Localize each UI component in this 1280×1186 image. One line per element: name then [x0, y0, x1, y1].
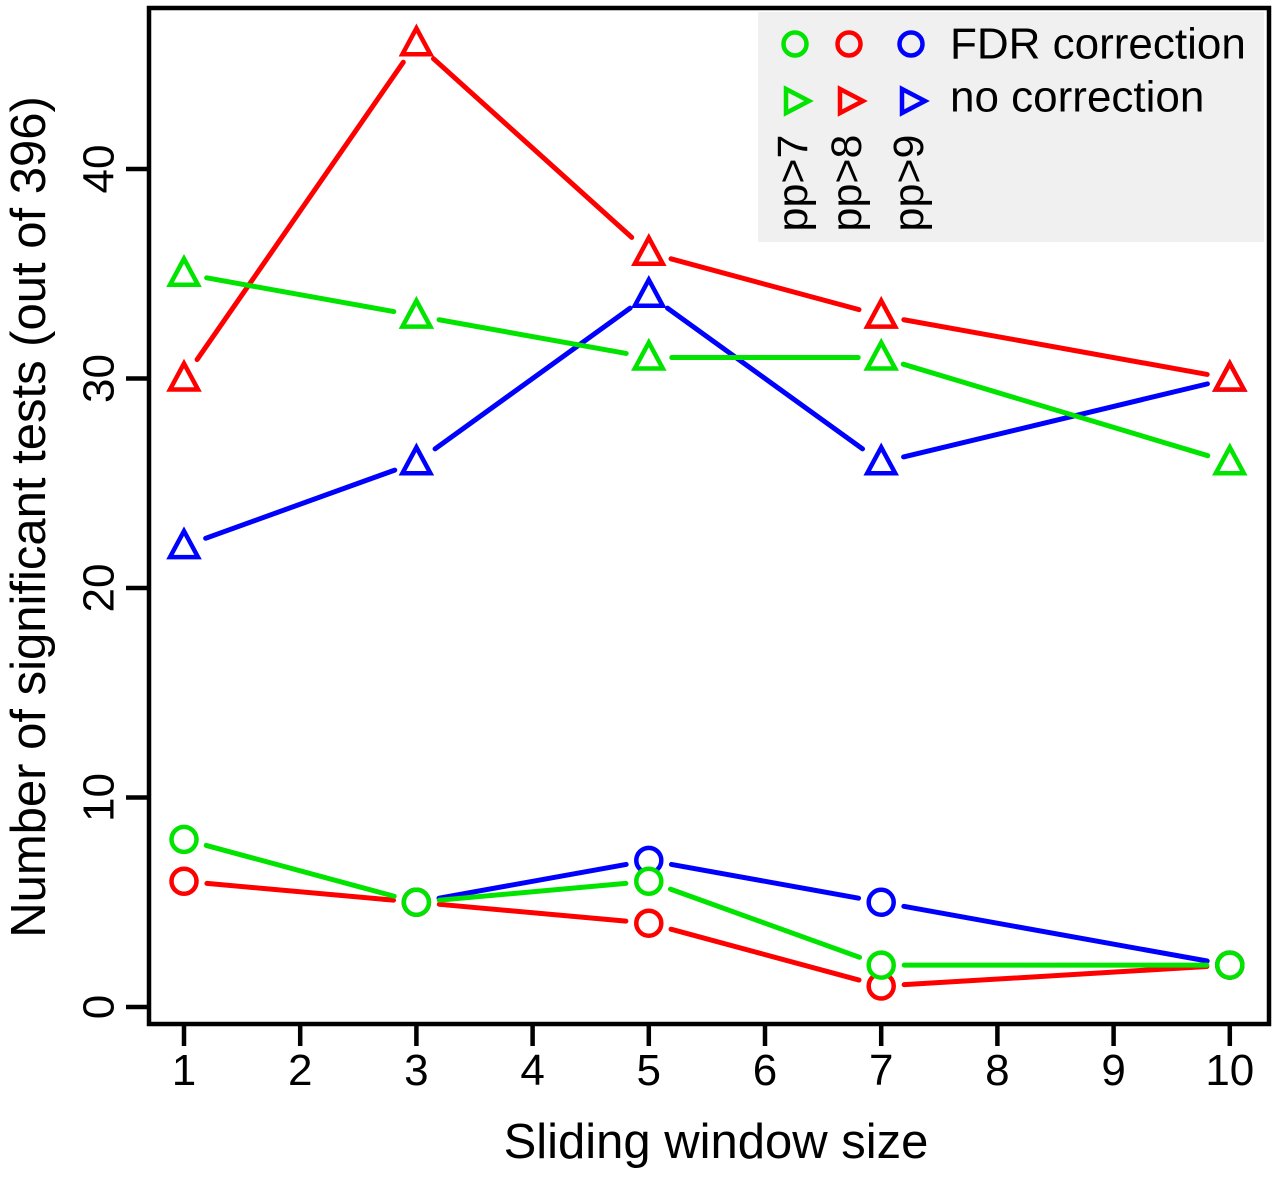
series-line-segment	[432, 305, 633, 452]
series-line-segment	[203, 842, 397, 899]
x-tick-label: 9	[1101, 1046, 1125, 1095]
series-FDR-correction-pp-gt-7	[169, 824, 1245, 980]
y-tick-label: 30	[75, 354, 124, 403]
x-tick-label: 6	[753, 1046, 777, 1095]
x-tick-label: 2	[288, 1046, 312, 1095]
series-line-segment	[668, 256, 862, 313]
legend-triangle-right-icon	[899, 85, 930, 117]
x-tick-label: 10	[1205, 1046, 1254, 1095]
series-line-segment	[430, 56, 635, 240]
x-tick-label: 5	[637, 1046, 661, 1095]
data-point-triangle	[166, 358, 202, 392]
y-tick-label: 40	[75, 145, 124, 194]
data-point-circle	[401, 887, 432, 917]
series-line-segment	[436, 880, 629, 903]
series-layer	[166, 23, 1248, 1001]
legend-column-label: pp>9	[885, 135, 933, 232]
data-point-triangle	[398, 295, 435, 329]
y-tick-label: 0	[75, 995, 124, 1019]
series-line-segment	[436, 317, 629, 356]
series-line-segment	[668, 926, 862, 983]
series-line-segment	[203, 467, 398, 541]
series-line-segment	[668, 861, 862, 901]
data-point-triangle	[631, 233, 667, 267]
x-tick-label: 1	[172, 1046, 196, 1095]
legend-row-label-no-correction: no correction	[950, 73, 1204, 122]
data-point-triangle	[863, 442, 899, 476]
legend-symbols: pp>7 pp>8 pp>9	[769, 30, 933, 232]
series-no-correction-pp-gt-9	[166, 274, 1248, 560]
legend-circle-icon	[897, 30, 925, 58]
data-point-triangle	[398, 23, 435, 57]
data-point-circle	[866, 950, 896, 980]
data-point-triangle	[631, 274, 667, 308]
series-line-segment	[901, 963, 1210, 988]
y-tick-label: 20	[75, 564, 124, 613]
legend: pp>7 pp>8 pp>9 FDR correction no correctio…	[758, 12, 1264, 242]
series-line-segment	[204, 880, 396, 903]
x-axis-title: Sliding window size	[504, 1115, 929, 1169]
x-tick-label: 7	[869, 1046, 893, 1095]
data-point-circle	[634, 866, 664, 897]
series-line-segment	[436, 861, 629, 901]
legend-background	[758, 12, 1264, 242]
series-line-segment	[900, 361, 1211, 459]
data-point-circle	[1215, 950, 1245, 980]
axes-ticks: 1 2 3 4 5 6 7 8 9 10 0 10 20 30 40	[75, 145, 1255, 1095]
data-point-triangle	[631, 337, 667, 371]
series-line-segment	[667, 886, 863, 960]
data-point-circle	[866, 887, 896, 917]
x-tick-label: 8	[985, 1046, 1009, 1095]
series-line-segment	[204, 275, 397, 315]
data-point-triangle	[398, 442, 435, 476]
legend-triangle-right-icon	[783, 85, 814, 117]
series-line-segment	[901, 317, 1210, 377]
series-line-segment	[436, 901, 629, 924]
data-point-triangle	[863, 295, 899, 329]
data-point-circle	[169, 824, 199, 855]
x-tick-label: 4	[520, 1046, 544, 1095]
x-tick-label: 3	[404, 1046, 428, 1095]
series-no-correction-pp-gt-8	[166, 23, 1248, 392]
legend-row-label-fdr-correction: FDR correction	[950, 20, 1246, 69]
data-point-triangle	[863, 337, 899, 371]
series-line-segment	[901, 381, 1210, 460]
y-tick-label: 10	[75, 773, 124, 822]
series-line-segment	[901, 903, 1210, 964]
data-point-circle	[169, 866, 199, 897]
series-line-segment	[664, 305, 866, 452]
legend-circle-icon	[781, 30, 809, 58]
data-point-triangle	[166, 254, 202, 287]
legend-circle-icon	[835, 30, 863, 58]
series-line-segment	[194, 59, 406, 363]
data-point-triangle	[166, 526, 202, 560]
data-point-circle	[634, 908, 664, 938]
legend-column-label: pp>7	[769, 135, 817, 232]
data-point-triangle	[1212, 442, 1248, 476]
legend-column-label: pp>8	[823, 135, 871, 232]
data-point-triangle	[1212, 358, 1248, 392]
y-axis-title: Number of significant tests (out of 396)	[2, 96, 56, 938]
legend-triangle-right-icon	[837, 85, 868, 117]
series-no-correction-pp-gt-7	[166, 254, 1248, 476]
plot-border	[146, 5, 1272, 1027]
